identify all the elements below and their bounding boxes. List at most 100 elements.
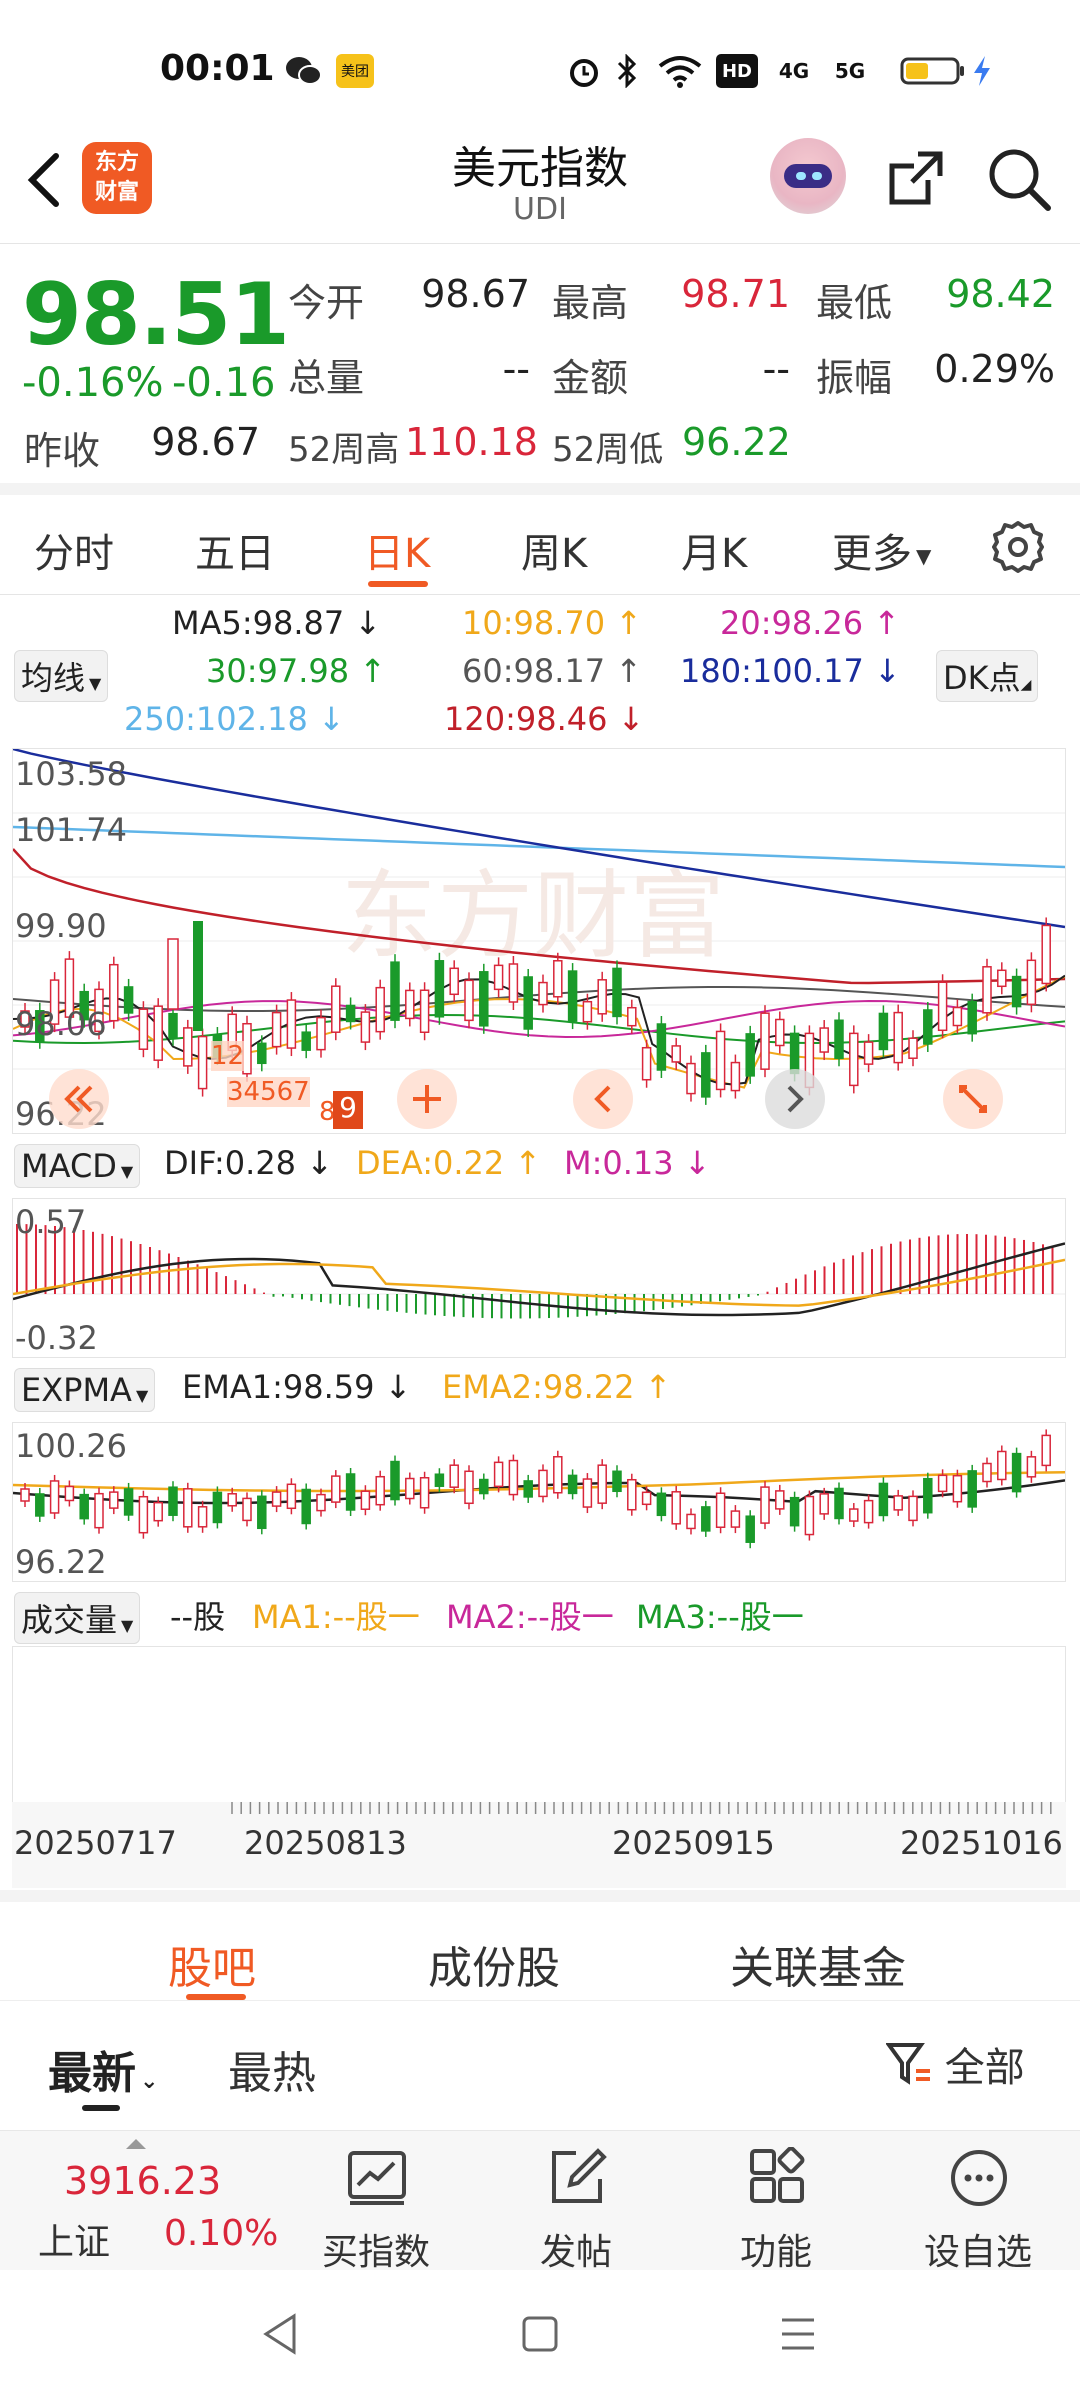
candle xyxy=(138,1008,149,1050)
amount-value: -- xyxy=(762,347,790,391)
candle xyxy=(567,970,578,1022)
candle xyxy=(464,979,474,1022)
volume-selector[interactable]: 成交量 ▼ xyxy=(14,1592,141,1644)
step-left-button[interactable] xyxy=(573,1069,633,1129)
candle xyxy=(878,1012,889,1051)
ai-assistant-icon[interactable] xyxy=(770,138,846,214)
macd-dea: DEA:0.22 ↑ xyxy=(356,1144,542,1182)
macd-selector[interactable]: MACD ▼ xyxy=(14,1144,141,1188)
caret-down-icon: ▼ xyxy=(916,544,932,568)
candle-tall xyxy=(193,921,203,1031)
nav-back-button[interactable] xyxy=(258,2310,302,2358)
tab-five-day[interactable]: 五日 xyxy=(195,531,275,577)
tab-weekly-k[interactable]: 周K xyxy=(521,531,588,577)
add-watchlist-button[interactable]: 设自选 xyxy=(898,2131,1058,2273)
expma-candle xyxy=(715,1492,726,1528)
ma-selector[interactable]: 均线 ▼ xyxy=(14,650,109,702)
candle xyxy=(582,1000,593,1023)
macd-canvas xyxy=(13,1224,1065,1319)
nav-home-button[interactable] xyxy=(518,2312,562,2356)
expma-candle xyxy=(123,1488,134,1516)
zoom-in-button[interactable] xyxy=(397,1069,457,1129)
candle xyxy=(123,986,134,1014)
index-ticker[interactable]: 3916.23 上证 0.10% xyxy=(0,2131,300,2271)
back-button[interactable] xyxy=(20,150,70,210)
volume-chart[interactable] xyxy=(12,1646,1066,1810)
ma-legend: 均线 ▼ DK点◢ MA5:98.87 ↓ 10:98.70 ↑ 20:98.26… xyxy=(0,596,1080,744)
scroll-left-button[interactable] xyxy=(49,1069,109,1129)
nav-menu-button[interactable] xyxy=(776,2312,820,2356)
kline-axis-2: 101.74 xyxy=(15,811,127,849)
ma10-legend: 10:98.70 ↑ xyxy=(462,604,643,642)
tab-monthly-k[interactable]: 月K xyxy=(681,531,748,577)
expma-canvas xyxy=(13,1429,1065,1549)
candle xyxy=(937,981,948,1032)
system-nav-bar xyxy=(0,2270,1080,2400)
expma-candle xyxy=(20,1488,30,1502)
nine-turn-markers: 12 34567 8 9 xyxy=(143,1041,363,1131)
volume-ma1: MA1:--股一 xyxy=(252,1598,420,1636)
expma-candle xyxy=(923,1477,933,1514)
expma-candle xyxy=(775,1490,785,1510)
search-button[interactable] xyxy=(986,146,1052,212)
date-label-4: 20251016 xyxy=(900,1824,1063,1862)
step-right-button[interactable] xyxy=(765,1069,825,1129)
expma-candle xyxy=(449,1464,459,1488)
tab-related-funds[interactable]: 关联基金 xyxy=(730,1943,906,1994)
expma-selector[interactable]: EXPMA ▼ xyxy=(14,1368,156,1412)
tab-more[interactable]: 更多 ▼ xyxy=(832,531,932,577)
filter-button[interactable]: 全部 xyxy=(885,2035,1025,2093)
macd-chart[interactable]: 0.57 -0.32 xyxy=(12,1198,1066,1358)
tab-daily-k[interactable]: 日K xyxy=(364,531,431,577)
dk-point-toggle[interactable]: DK点◢ xyxy=(936,650,1039,702)
kline-chart[interactable]: 东方财富 103.58 101.74 99.90 98.06 96.22 12 … xyxy=(12,748,1066,1134)
sort-hot[interactable]: 最热 xyxy=(228,2048,316,2099)
macd-axis-bottom: -0.32 xyxy=(15,1319,98,1357)
expma-candle xyxy=(597,1464,607,1504)
expma-candle xyxy=(479,1478,489,1495)
functions-button[interactable]: 功能 xyxy=(696,2131,856,2273)
share-button[interactable] xyxy=(884,146,948,210)
candle xyxy=(479,971,489,1027)
candle xyxy=(686,1062,696,1095)
chart-settings-button[interactable] xyxy=(990,519,1046,575)
chevron-left-icon xyxy=(594,1085,611,1113)
expma-candle xyxy=(242,1497,252,1522)
candle xyxy=(967,1000,977,1035)
candle xyxy=(153,1005,163,1061)
expma-candle xyxy=(79,1493,89,1520)
tab-intraday[interactable]: 分时 xyxy=(34,531,114,577)
tab-guba[interactable]: 股吧 xyxy=(168,1943,256,1994)
tab-constituents[interactable]: 成份股 xyxy=(428,1943,560,1994)
open-value: 98.67 xyxy=(421,272,530,316)
expma-axis-bottom: 96.22 xyxy=(15,1543,107,1581)
expma-candle xyxy=(94,1492,104,1529)
index-value: 3916.23 xyxy=(64,2159,222,2203)
expma-candle xyxy=(493,1461,504,1488)
expma-candle xyxy=(35,1493,45,1517)
volume-ma3: MA3:--股一 xyxy=(636,1598,804,1636)
expma-candle xyxy=(671,1491,681,1525)
expma-candle xyxy=(553,1456,563,1494)
sort-latest[interactable]: 最新 ⌄ xyxy=(48,2048,159,2099)
macd-axis-top: 0.57 xyxy=(15,1203,87,1241)
candle xyxy=(819,1027,829,1053)
expma-candle xyxy=(360,1490,371,1510)
candle xyxy=(331,985,341,1033)
w52-low-label: 52周低 xyxy=(552,430,664,470)
ma120-line xyxy=(13,848,1065,985)
expma-chart[interactable]: 100.26 96.22 xyxy=(12,1422,1066,1582)
expma-candle xyxy=(745,1515,755,1543)
status-bar: 00:01 美团 HD 4G 5G xyxy=(0,0,1080,140)
ma120-legend: 120:98.46 ↓ xyxy=(444,700,645,738)
candle xyxy=(671,1045,681,1063)
candle-tall xyxy=(167,938,179,1010)
expma-candle xyxy=(138,1495,149,1534)
fullscreen-button[interactable] xyxy=(943,1069,1003,1129)
hd-icon: HD xyxy=(716,54,758,88)
expma-candle xyxy=(701,1506,711,1532)
app-logo[interactable]: 东方 财富 xyxy=(82,142,152,214)
prev-close-label: 昨收 xyxy=(24,429,101,473)
post-button[interactable]: 发帖 xyxy=(496,2131,656,2273)
buy-index-button[interactable]: 买指数 xyxy=(296,2131,456,2273)
